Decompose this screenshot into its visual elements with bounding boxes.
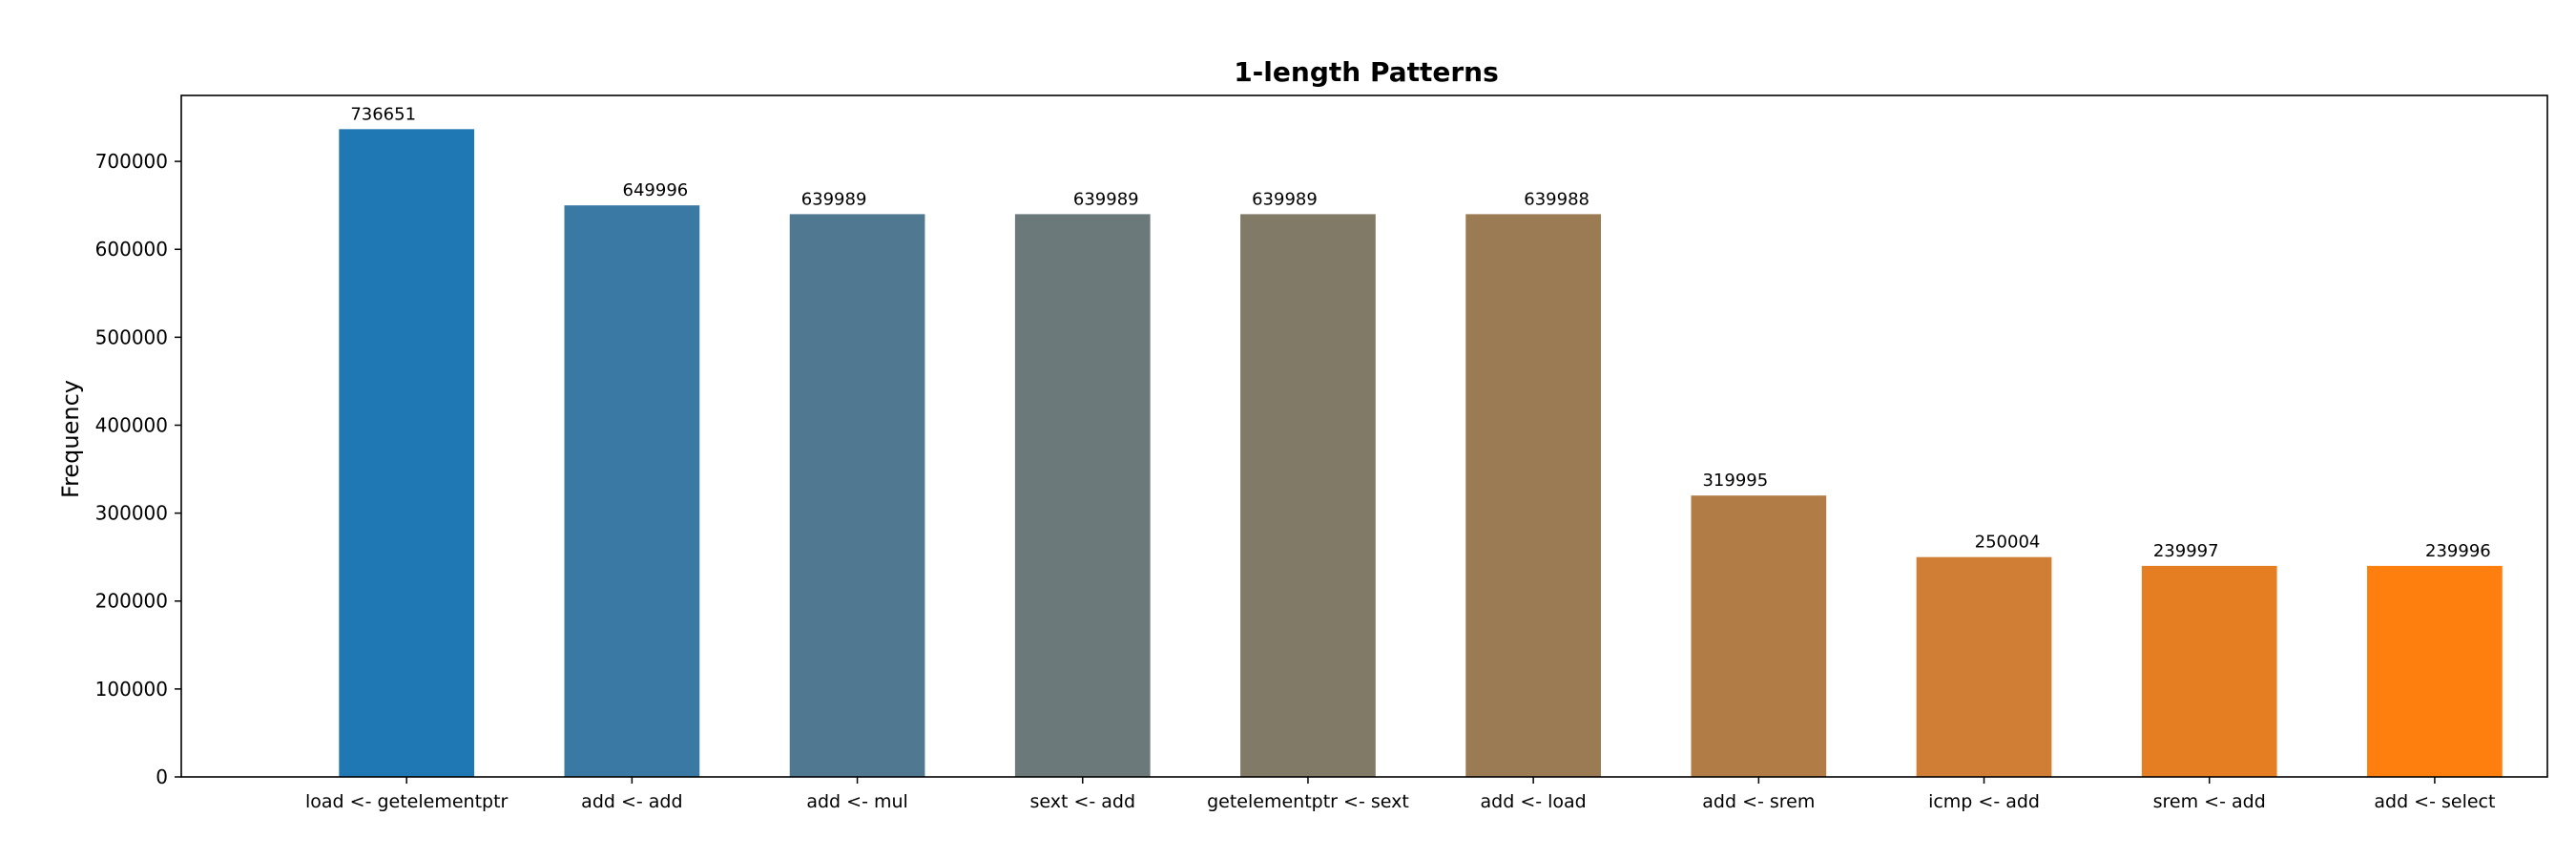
- y-tick-label-6: 600000: [95, 238, 168, 261]
- x-axis: load <- getelementptr add <- add add <- mu…: [305, 777, 2495, 812]
- bar-1: [339, 129, 475, 777]
- x-tick-label-5: getelementptr <- sext: [1207, 791, 1409, 812]
- x-tick-label-2: add <- add: [581, 791, 682, 812]
- bar-10: [2367, 565, 2503, 777]
- bar-4: [1014, 214, 1151, 777]
- value-label-1: 736651: [350, 104, 416, 124]
- y-tick-label-3: 300000: [95, 502, 168, 525]
- bar-2: [564, 205, 700, 777]
- value-label-3: 639989: [801, 189, 867, 209]
- y-tick-label-5: 500000: [95, 325, 168, 348]
- plot-frame: [180, 94, 2548, 778]
- x-tick-label-6: add <- load: [1481, 791, 1587, 812]
- y-tick-label-2: 200000: [95, 590, 168, 613]
- x-tick-label-1: load <- getelementptr: [305, 791, 509, 812]
- value-label-8: 250004: [1975, 533, 2041, 553]
- x-tick-label-7: add <- srem: [1702, 791, 1815, 812]
- x-tick-label-10: add <- select: [2374, 791, 2495, 812]
- value-label-4: 639989: [1073, 189, 1139, 209]
- x-tick-label-9: srem <- add: [2153, 791, 2266, 812]
- value-label-5: 639989: [1252, 189, 1318, 209]
- y-tick-label-1: 100000: [95, 678, 168, 701]
- bars-layer: 736651 649996 639989 639989 639989 639988 3199…: [339, 104, 2503, 777]
- value-label-10: 239996: [2425, 541, 2491, 561]
- value-label-9: 239997: [2153, 541, 2219, 561]
- bar-5: [1240, 214, 1376, 777]
- bar-8: [1916, 556, 2052, 777]
- bar-3: [789, 214, 925, 777]
- x-tick-label-8: icmp <- add: [1928, 791, 2040, 812]
- value-label-2: 649996: [623, 180, 689, 200]
- y-tick-label-4: 400000: [95, 413, 168, 436]
- y-tick-label-7: 700000: [95, 150, 168, 173]
- bar-9: [2141, 565, 2277, 777]
- x-tick-label-3: add <- mul: [806, 791, 907, 812]
- value-label-6: 639988: [1524, 189, 1589, 209]
- value-label-7: 319995: [1702, 471, 1768, 491]
- y-axis: 0 100000 200000 300000 400000 500000 600000 700…: [95, 150, 181, 788]
- y-tick-label-0: 0: [156, 765, 168, 788]
- bar-7: [1691, 495, 1827, 777]
- x-tick-label-4: sext <- add: [1029, 791, 1135, 812]
- bar-6: [1465, 214, 1601, 777]
- chart-title: 1-length Patterns: [1234, 56, 1499, 88]
- y-axis-title: Frequency: [57, 380, 84, 498]
